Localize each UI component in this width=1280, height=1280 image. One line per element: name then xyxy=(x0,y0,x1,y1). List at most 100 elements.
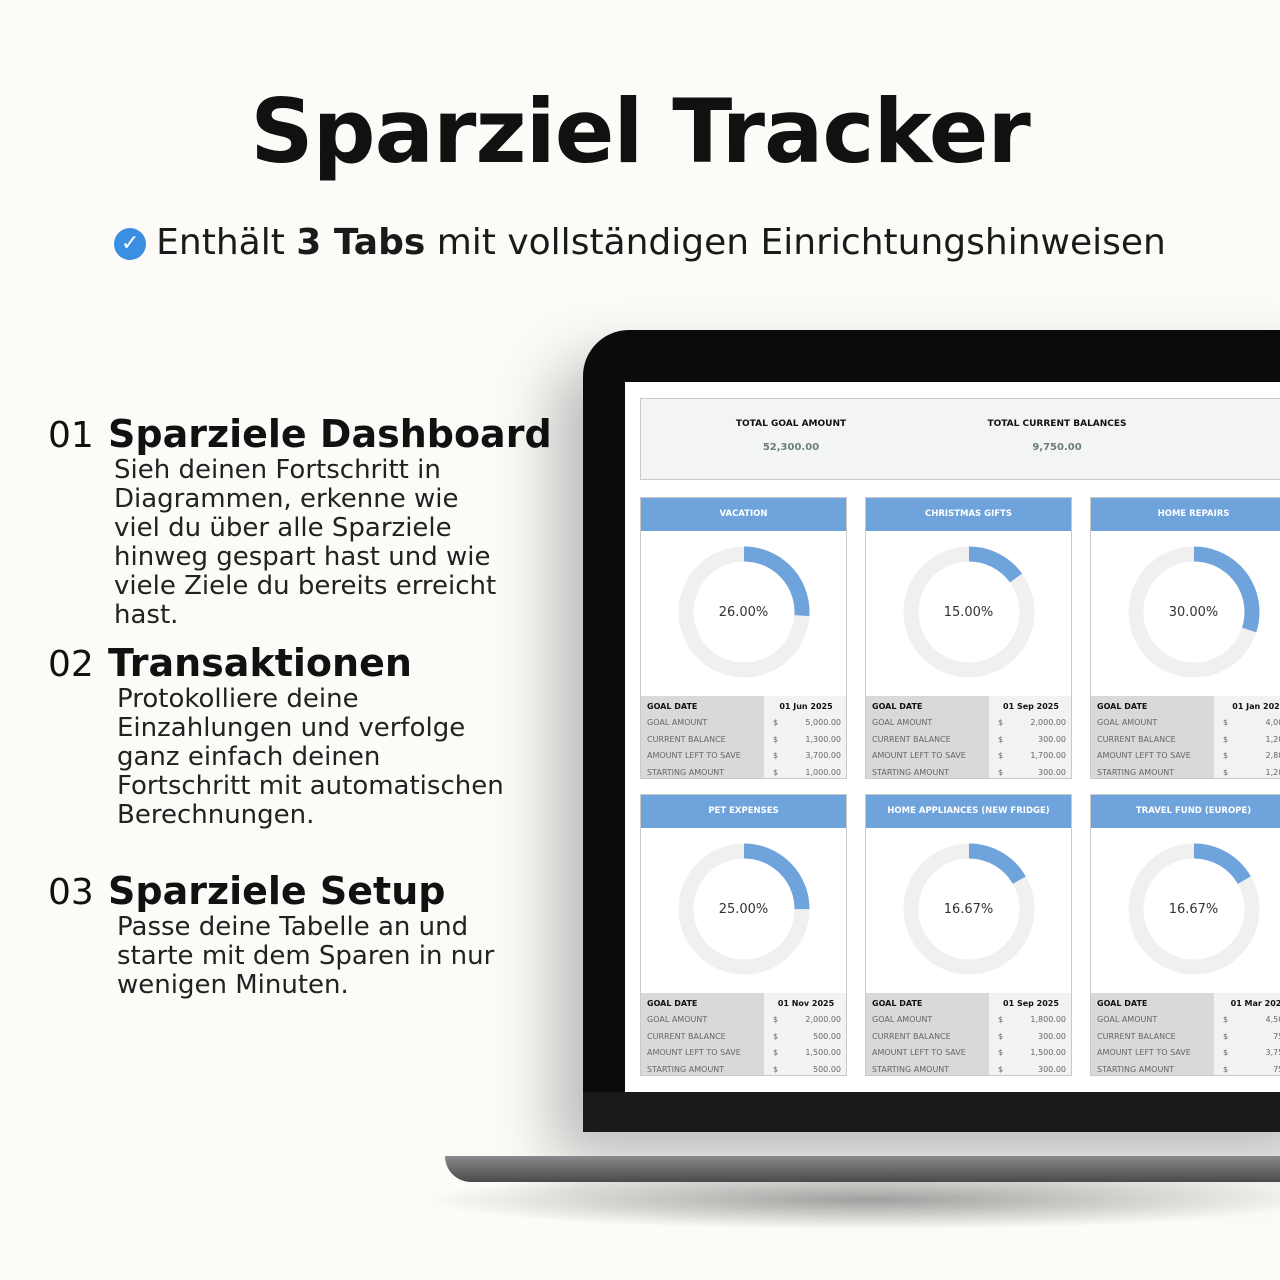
goal-date: 01 Sep 2025 xyxy=(1003,701,1059,711)
table-row: GOAL AMOUNT $4,500. xyxy=(1091,1012,1280,1029)
row-label: CURRENT BALANCE xyxy=(872,734,951,744)
donut-chart: 15.00% xyxy=(866,531,1071,696)
laptop-chin xyxy=(583,1092,1280,1132)
currency: $ xyxy=(998,734,1004,744)
goal-table: GOAL DATE 01 Jun 2025 GOAL AMOUNT $5,000.00… xyxy=(641,696,846,778)
row-label: CURRENT BALANCE xyxy=(872,1031,951,1041)
total-label: TOTAL CURRENT BALANCES xyxy=(987,419,1127,429)
percent-label: 15.00% xyxy=(943,605,994,620)
currency: $ xyxy=(773,718,779,728)
percent-label: 25.00% xyxy=(718,902,769,917)
currency: $ xyxy=(998,767,1004,777)
amount: 500.00 xyxy=(813,1064,841,1074)
currency: $ xyxy=(773,734,779,744)
table-row: CURRENT BALANCE $750. xyxy=(1091,1028,1280,1045)
table-row: CURRENT BALANCE $1,300.00 xyxy=(641,731,846,748)
currency: $ xyxy=(998,1031,1004,1041)
table-row: GOAL DATE 01 Sep 2025 xyxy=(866,698,1071,715)
goal-table: GOAL DATE 01 Mar 202 GOAL AMOUNT $4,500. CUR… xyxy=(1091,993,1280,1075)
table-row: STARTING AMOUNT $1,200. xyxy=(1091,764,1280,778)
currency: $ xyxy=(998,1048,1004,1058)
row-label: STARTING AMOUNT xyxy=(1097,1064,1175,1074)
amount: 4,000. xyxy=(1265,718,1280,728)
total-goal-amount: TOTAL GOAL AMOUNT 52,300.00 xyxy=(691,419,891,453)
amount: 1,200. xyxy=(1265,767,1280,777)
check-circle-icon: ✓ xyxy=(114,228,147,260)
donut-chart: 26.00% xyxy=(641,531,846,696)
table-row: CURRENT BALANCE $500.00 xyxy=(641,1028,846,1045)
feature-description: Passe deine Tabelle an und starte mit de… xyxy=(117,912,495,1000)
table-row: AMOUNT LEFT TO SAVE $1,500.00 xyxy=(866,1045,1071,1062)
amount: 750. xyxy=(1273,1064,1280,1074)
row-label: AMOUNT LEFT TO SAVE xyxy=(647,751,741,761)
goal-table: GOAL DATE 01 Nov 2025 GOAL AMOUNT $2,000.00… xyxy=(641,993,846,1075)
row-label: CURRENT BALANCE xyxy=(647,1031,726,1041)
table-row: STARTING AMOUNT $1,000.00 xyxy=(641,764,846,778)
goal-table: GOAL DATE 01 Jan 202 GOAL AMOUNT $4,000. CUR… xyxy=(1091,696,1280,778)
donut-chart: 16.67% xyxy=(1091,828,1280,993)
goal-title: VACATION xyxy=(641,498,846,531)
amount: 1,500.00 xyxy=(805,1048,841,1058)
amount: 750. xyxy=(1273,1031,1280,1041)
row-label: CURRENT BALANCE xyxy=(647,734,726,744)
goal-title: HOME REPAIRS xyxy=(1091,498,1280,531)
total-value: 52,300.00 xyxy=(762,442,820,453)
total-value: 9,750.00 xyxy=(1032,442,1082,453)
table-row: STARTING AMOUNT $750. xyxy=(1091,1061,1280,1075)
amount: 1,500.00 xyxy=(1030,1048,1066,1058)
currency: $ xyxy=(1223,1031,1229,1041)
goal-card: VACATION 26.00% GOAL DATE 01 Jun 2025 GOAL… xyxy=(640,497,847,779)
row-label: GOAL AMOUNT xyxy=(1097,1015,1158,1025)
goal-title: CHRISTMAS GIFTS xyxy=(866,498,1071,531)
percent-label: 16.67% xyxy=(943,902,994,917)
currency: $ xyxy=(773,767,779,777)
feature-heading: Sparziele Dashboard xyxy=(108,412,552,456)
amount: 1,800.00 xyxy=(1030,1015,1066,1025)
row-label: GOAL DATE xyxy=(872,998,923,1008)
subtitle-text: Enthält xyxy=(156,222,297,263)
goal-table: GOAL DATE 01 Sep 2025 GOAL AMOUNT $1,800.00… xyxy=(866,993,1071,1075)
table-row: STARTING AMOUNT $300.00 xyxy=(866,1061,1071,1075)
row-label: GOAL DATE xyxy=(1097,701,1148,711)
feature-03: 03 Sparziele Setup Passe deine Tabelle an … xyxy=(48,869,507,1000)
table-row: GOAL AMOUNT $1,800.00 xyxy=(866,1012,1071,1029)
table-row: CURRENT BALANCE $1,200. xyxy=(1091,731,1280,748)
currency: $ xyxy=(1223,1015,1229,1025)
row-label: AMOUNT LEFT TO SAVE xyxy=(1097,751,1191,761)
goal-title: HOME APPLIANCES (NEW FRIDGE) xyxy=(866,795,1071,828)
table-row: GOAL AMOUNT $5,000.00 xyxy=(641,715,846,732)
currency: $ xyxy=(998,1015,1004,1025)
currency: $ xyxy=(1223,734,1229,744)
row-label: AMOUNT LEFT TO SAVE xyxy=(872,751,966,761)
donut-progress xyxy=(903,843,1035,975)
donut-chart: 25.00% xyxy=(641,828,846,993)
row-label: CURRENT BALANCE xyxy=(1097,1031,1176,1041)
subtitle: ✓ Enthält 3 Tabs mit vollständigen Einric… xyxy=(0,222,1280,263)
goal-title: TRAVEL FUND (EUROPE) xyxy=(1091,795,1280,828)
row-label: GOAL DATE xyxy=(1097,998,1148,1008)
amount: 2,800. xyxy=(1265,751,1280,761)
currency: $ xyxy=(773,1064,779,1074)
total-label: TOTAL GOAL AMOUNT xyxy=(735,419,847,429)
subtitle-text: mit vollständigen Einrichtungshinweisen xyxy=(425,222,1166,263)
table-row: CURRENT BALANCE $300.00 xyxy=(866,1028,1071,1045)
table-row: GOAL AMOUNT $4,000. xyxy=(1091,715,1280,732)
laptop-base xyxy=(445,1156,1280,1182)
dashboard-screen: TOTAL GOAL AMOUNT 52,300.00 TOTAL CURRENT… xyxy=(625,382,1280,1092)
row-label: STARTING AMOUNT xyxy=(1097,767,1175,777)
amount: 500.00 xyxy=(813,1031,841,1041)
table-row: AMOUNT LEFT TO SAVE $2,800. xyxy=(1091,748,1280,765)
table-row: GOAL DATE 01 Nov 2025 xyxy=(641,995,846,1012)
row-label: CURRENT BALANCE xyxy=(1097,734,1176,744)
goal-date: 01 Mar 202 xyxy=(1230,998,1280,1008)
currency: $ xyxy=(773,751,779,761)
amount: 5,000.00 xyxy=(805,718,841,728)
donut-chart: 16.67% xyxy=(866,828,1071,993)
goal-card: TRAVEL FUND (EUROPE) 16.67% GOAL DATE 01 … xyxy=(1090,794,1280,1076)
percent-label: 30.00% xyxy=(1168,605,1219,620)
row-label: AMOUNT LEFT TO SAVE xyxy=(1097,1048,1191,1058)
donut-progress xyxy=(903,546,1035,678)
row-label: GOAL DATE xyxy=(872,701,923,711)
feature-description: Protokolliere deine Einzahlungen und ver… xyxy=(117,684,504,830)
row-label: AMOUNT LEFT TO SAVE xyxy=(647,1048,741,1058)
